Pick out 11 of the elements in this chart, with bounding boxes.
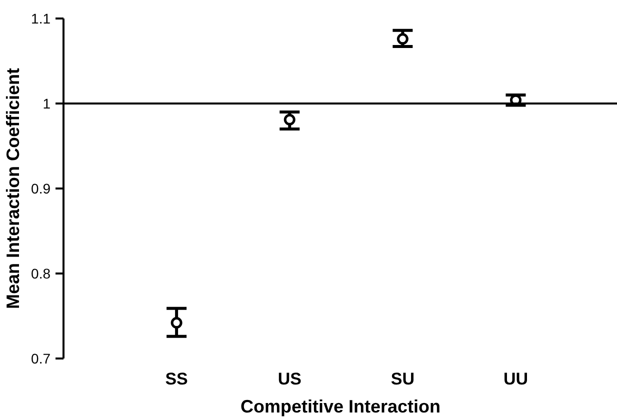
x-tick-label: SU [390,370,414,388]
y-tick-label: 0.7 [31,350,51,366]
y-tick-label: 0.9 [31,180,51,196]
x-axis-title: Competitive Interaction [240,396,441,416]
x-tick-label: SS [165,370,188,388]
y-tick-label: 1.1 [31,10,51,26]
x-tick-label: UU [503,370,528,388]
y-tick-label: 1 [42,96,51,112]
y-axis-title: Mean Interaction Coefficient [3,68,24,310]
x-tick-label: US [278,370,302,388]
y-tick-label: 0.8 [31,266,51,282]
